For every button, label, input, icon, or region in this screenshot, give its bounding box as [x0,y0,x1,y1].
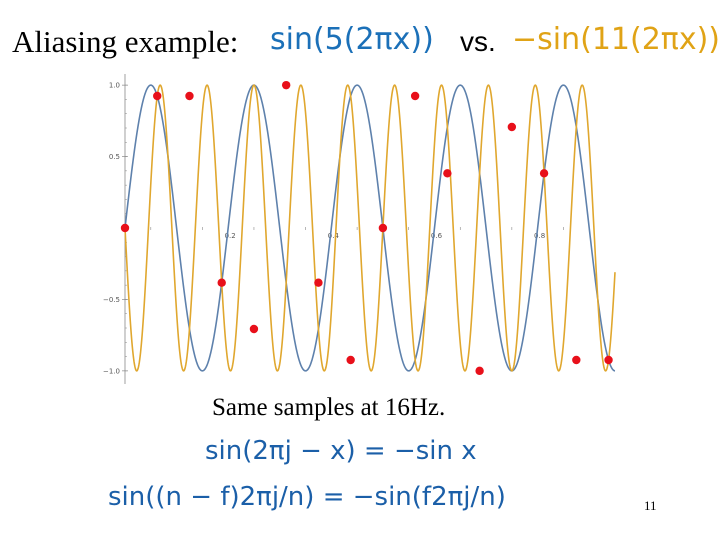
sample-point [378,223,388,233]
aliasing-formula: sin((n − f)2πj/n) = −sin(f2πj/n) [108,482,506,512]
sample-point [443,169,452,178]
sample-point [410,91,420,101]
y-tick-label: −0.5 [103,296,120,304]
sample-point [314,278,323,287]
sample-point [217,278,226,287]
sample-point [281,80,291,90]
x-tick-label: 0.4 [328,232,340,240]
sample-point [507,122,517,132]
orange-equation: −sin(11(2πx)) [512,22,720,57]
sample-point [539,169,549,178]
x-tick-label: 0.6 [431,232,443,240]
vs-text: vs. [460,26,496,57]
blue-curve-series [124,84,616,372]
identity-formula: sin(2πj − x) = −sin x [205,436,477,466]
sample-point [249,324,259,334]
x-tick-label: 0.2 [225,232,236,240]
sample-point [185,91,194,101]
blue-equation: sin(5(2πx)) [270,22,434,57]
title-prefix: Aliasing example: [12,24,239,59]
sample-point [120,223,130,233]
sample-point [153,91,162,101]
orange-curve-series [124,84,616,372]
y-tick-label: −1.0 [103,367,120,375]
page-number: 11 [644,498,657,513]
aliasing-chart: 1.0 0.5 −0.5 −1.0 0.2 0.4 0.6 0.8 [103,74,616,384]
y-tick-label: 1.0 [109,82,120,90]
sample-point [604,355,613,365]
sample-point [346,355,355,365]
sample-point [572,355,581,365]
x-tick-label: 0.8 [534,232,545,240]
y-tick-label: 0.5 [109,153,120,161]
sample-point [475,366,484,376]
subtitle: Same samples at 16Hz. [212,394,446,421]
